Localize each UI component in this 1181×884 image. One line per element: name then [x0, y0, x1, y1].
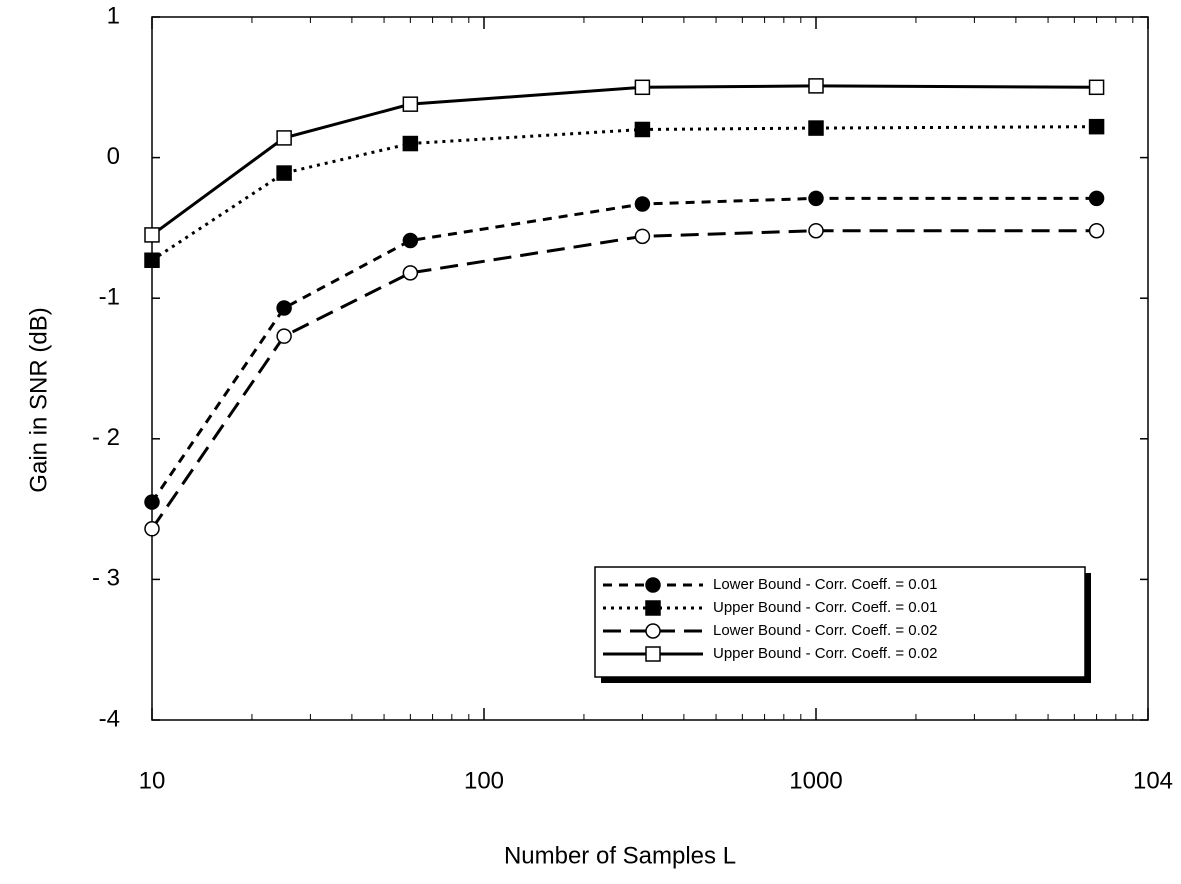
marker — [144, 252, 160, 268]
legend-label: Lower Bound - Corr. Coeff. = 0.02 — [713, 622, 937, 639]
y-tick-label: -4 — [99, 705, 120, 732]
marker — [1088, 222, 1105, 239]
legend-label: Upper Bound - Corr. Coeff. = 0.02 — [713, 645, 937, 662]
y-axis-label: Gain in SNR (dB) — [25, 307, 52, 492]
marker — [645, 646, 661, 662]
marker — [276, 130, 292, 146]
marker — [144, 494, 160, 510]
legend-label: Upper Bound - Corr. Coeff. = 0.01 — [713, 599, 937, 616]
marker — [144, 521, 160, 537]
marker — [402, 96, 419, 112]
marker — [276, 328, 292, 344]
marker — [634, 196, 651, 212]
marker — [402, 135, 419, 152]
marker — [808, 190, 824, 207]
marker — [808, 120, 824, 136]
legend: Lower Bound - Corr. Coeff. = 0.01 Upper B… — [594, 566, 1091, 683]
marker — [276, 165, 292, 181]
series-line — [150, 229, 1097, 530]
marker — [1088, 190, 1105, 207]
marker — [634, 228, 651, 245]
series-line — [151, 125, 1097, 262]
legend-box — [594, 566, 1086, 678]
marker — [634, 121, 651, 138]
marker — [1088, 79, 1105, 96]
marker — [645, 577, 661, 593]
marker — [808, 78, 824, 94]
x-tick-label: 100 — [464, 767, 504, 794]
marker — [808, 222, 824, 239]
series-line — [151, 84, 1097, 237]
y-tick-label: - 2 — [92, 424, 120, 451]
y-tick-label: 0 — [107, 143, 120, 170]
y-tick-label: -1 — [99, 284, 120, 311]
legend-label: Lower Bound - Corr. Coeff. = 0.01 — [713, 576, 937, 593]
marker — [402, 265, 419, 281]
marker — [645, 623, 661, 639]
plot-frame — [151, 16, 1149, 721]
x-tick-label: 1000 — [789, 767, 842, 794]
y-tick-label: 1 — [107, 2, 120, 29]
marker — [144, 227, 160, 243]
marker — [276, 300, 292, 316]
series-line — [150, 196, 1097, 503]
y-tick-label: - 3 — [92, 565, 120, 592]
marker — [1088, 118, 1105, 135]
x-tick-label: 104 — [1133, 767, 1173, 794]
marker — [402, 232, 419, 249]
x-tick-label: 10 — [139, 767, 166, 794]
marker — [645, 600, 661, 616]
marker — [634, 79, 651, 96]
x-axis-label: Number of Samples L — [504, 842, 736, 869]
